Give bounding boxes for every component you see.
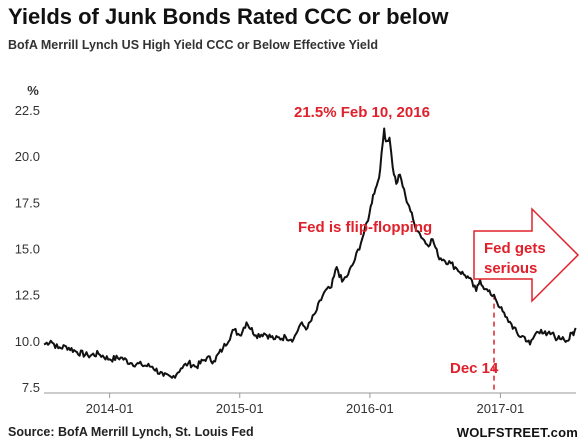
peak-annotation: 21.5% Feb 10, 2016 <box>294 104 430 121</box>
x-tick-label: 2015-01 <box>216 401 264 416</box>
y-tick-label: 22.5 <box>15 103 40 118</box>
y-tick-label: 15.0 <box>15 242 40 257</box>
y-axis-unit-label: % <box>27 83 39 98</box>
dec14-annotation: Dec 14 <box>450 360 499 377</box>
y-axis: % 7.5 10.0 12.5 15.0 17.5 20.0 22.5 <box>15 83 40 395</box>
fed-gets-serious-line2: serious <box>484 260 537 277</box>
fed-flip-flopping-annotation: Fed is flip-flopping <box>298 219 432 236</box>
x-tick-label: 2016-01 <box>346 401 394 416</box>
brand-label: WOLFSTREET.com <box>456 425 578 440</box>
x-tick-label: 2014-01 <box>86 401 134 416</box>
y-tick-label: 17.5 <box>15 195 40 210</box>
x-axis: 2014-01 2015-01 2016-01 2017-01 <box>44 392 576 416</box>
x-tick-label: 2017-01 <box>477 401 525 416</box>
chart-title: Yields of Junk Bonds Rated CCC or below <box>8 4 449 29</box>
chart-subtitle: BofA Merrill Lynch US High Yield CCC or … <box>8 38 378 52</box>
fed-gets-serious-arrow <box>473 207 580 303</box>
series-line <box>43 127 577 379</box>
y-tick-label: 7.5 <box>22 380 40 395</box>
fed-gets-serious-line1: Fed gets <box>484 240 546 257</box>
y-tick-label: 10.0 <box>15 334 40 349</box>
source-note: Source: BofA Merrill Lynch, St. Louis Fe… <box>8 425 254 439</box>
y-tick-label: 20.0 <box>15 149 40 164</box>
y-tick-label: 12.5 <box>15 288 40 303</box>
